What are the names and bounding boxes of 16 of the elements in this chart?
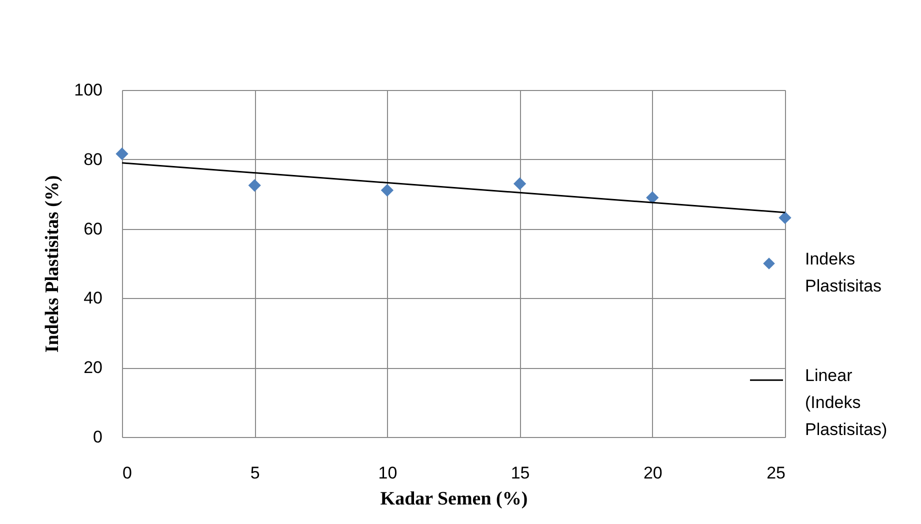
x-axis-title: Kadar Semen (%) <box>380 488 528 510</box>
x-tick-label: 20 <box>643 464 662 482</box>
y-tick-label: 80 <box>84 150 102 169</box>
legend-label: Indeks Plastisitas <box>805 250 882 296</box>
y-tick-label: 0 <box>93 428 102 446</box>
y-tick-label: 40 <box>84 288 102 308</box>
x-tick-label: 0 <box>122 464 132 482</box>
x-tick-label: 25 <box>766 464 786 482</box>
x-tick-label: 5 <box>250 464 260 482</box>
x-tick-label: 10 <box>378 464 398 482</box>
y-tick-label: 60 <box>84 219 102 238</box>
legend-label: Linear (Indeks Plastisitas) <box>805 366 888 440</box>
x-tick-label: 15 <box>510 464 530 482</box>
y-tick-label: 20 <box>84 358 102 378</box>
y-axis-title: Indeks Plastisitas (%) <box>42 175 64 353</box>
y-tick-label: 100 <box>74 80 102 100</box>
